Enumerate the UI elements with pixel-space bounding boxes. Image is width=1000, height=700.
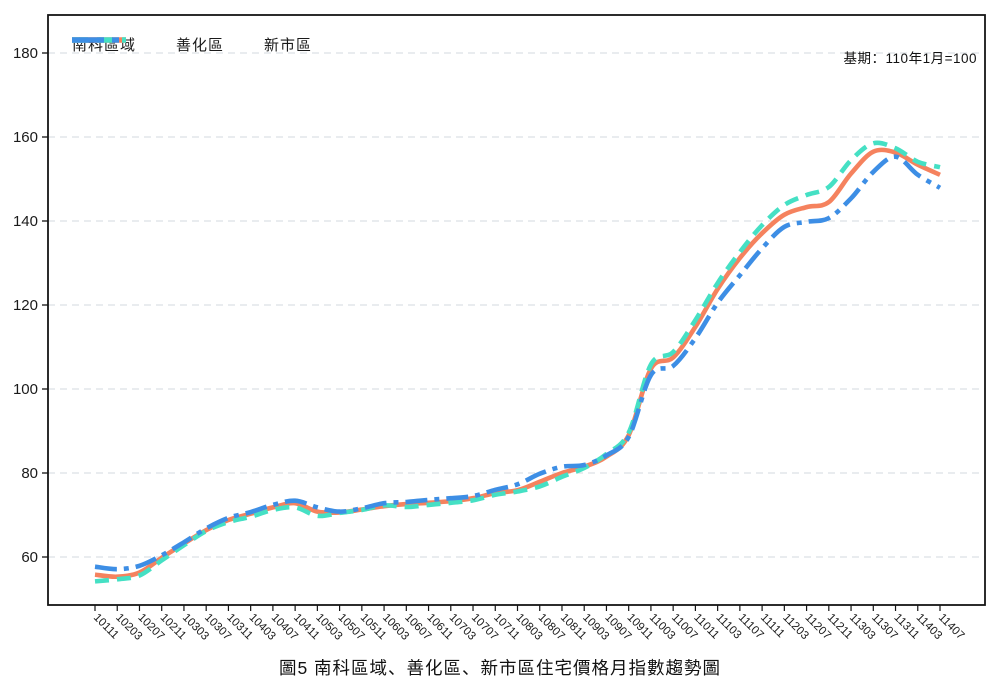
legend-item-善化區: 善化區 — [72, 34, 225, 55]
y-tick-label: 180 — [13, 45, 38, 62]
y-tick-label: 100 — [13, 381, 38, 398]
series-line-善化區 — [94, 140, 941, 584]
y-tick-label: 60 — [21, 549, 38, 566]
base-period-note: 基期：110年1月=100 — [843, 51, 977, 66]
y-tick-label: 120 — [13, 297, 38, 314]
plot-frame — [47, 14, 986, 606]
chart-legend: 南科區域 善化區 新市區 — [72, 34, 313, 55]
legend-item-新市區: 新市區 — [72, 34, 313, 55]
y-tick-label: 140 — [13, 213, 38, 230]
x-tick-label: 11407 — [936, 612, 967, 643]
series-line-新市區 — [94, 154, 942, 572]
legend-label: 善化區 — [176, 36, 225, 54]
legend-label: 新市區 — [264, 36, 313, 54]
y-tick-label: 80 — [21, 465, 38, 482]
chart-caption: 圖5 南科區域、善化區、新市區住宅價格月指數趨勢圖 — [278, 658, 722, 678]
legend-swatch-dashdot-line — [72, 37, 126, 43]
y-tick-label: 160 — [13, 129, 38, 146]
series-line-南科區域 — [94, 147, 941, 580]
price-index-trend-chart: 6080100120140160180101111020310207102111… — [13, 14, 986, 643]
